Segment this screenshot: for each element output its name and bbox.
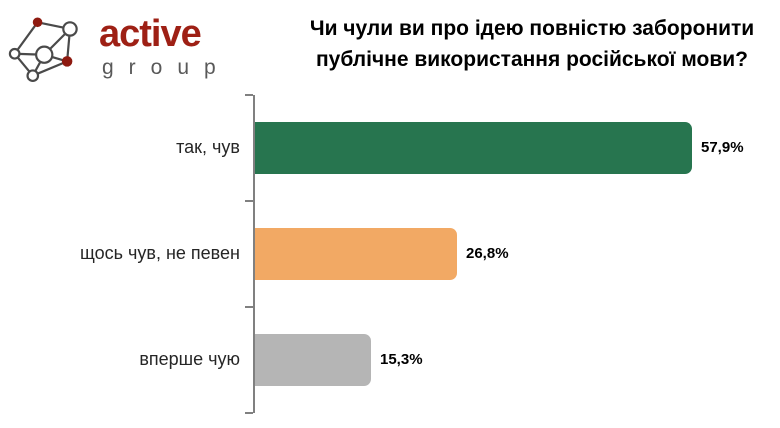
category-label: вперше чую bbox=[139, 349, 240, 369]
value-label: 15,3% bbox=[380, 351, 423, 368]
axis-tick bbox=[245, 200, 253, 202]
active-group-logo: active group bbox=[6, 4, 236, 90]
value-label: 57,9% bbox=[701, 139, 744, 156]
category-bar bbox=[255, 334, 371, 386]
logo-sub-text: group bbox=[102, 56, 231, 79]
category-label: так, чув bbox=[176, 137, 240, 157]
axis-tick bbox=[245, 412, 253, 414]
logo-wordmark: active group bbox=[99, 14, 234, 80]
logo-brand-text: active bbox=[99, 13, 202, 55]
chart-title-line1: Чи чули ви про ідею повністю заборонити bbox=[309, 17, 755, 40]
category-label: щось чув, не певен bbox=[80, 243, 240, 263]
chart-title: Чи чули ви про ідею повністю заборонити … bbox=[288, 13, 776, 75]
category-bar bbox=[255, 122, 692, 174]
axis-tick bbox=[245, 306, 253, 308]
category-bar bbox=[255, 228, 457, 280]
axis-tick bbox=[245, 94, 253, 96]
y-axis-line bbox=[253, 95, 255, 413]
chart-title-line2: публічне використання російської мови? bbox=[315, 48, 749, 71]
network-graph-icon bbox=[8, 17, 78, 83]
value-label: 26,8% bbox=[466, 245, 509, 262]
